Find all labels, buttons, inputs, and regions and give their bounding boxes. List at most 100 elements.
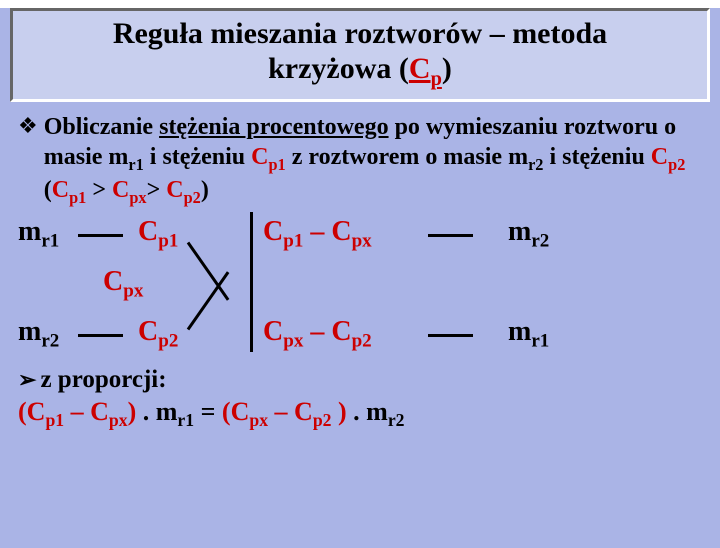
prop-head: z proporcji: bbox=[40, 366, 166, 394]
content: ❖ Obliczanie stężenia procentowego po wy… bbox=[0, 102, 720, 208]
title-line1: Reguła mieszania roztworów – metoda bbox=[113, 17, 607, 50]
cp1: Cp1 bbox=[251, 144, 286, 170]
cab: C bbox=[52, 177, 69, 203]
d1ab: C bbox=[263, 216, 283, 247]
dcpxb: C bbox=[103, 266, 123, 297]
mr2b: m bbox=[18, 316, 41, 347]
bt-sub-r1: r1 bbox=[128, 155, 143, 174]
e2s: px bbox=[109, 410, 128, 430]
cp1s: p1 bbox=[268, 155, 285, 174]
f1s: px bbox=[249, 410, 268, 430]
title-box: Reguła mieszania roztworów – metoda krzy… bbox=[10, 8, 710, 102]
e3: ) bbox=[128, 397, 137, 426]
bt4: i stężeniu bbox=[144, 144, 251, 170]
f2s: p2 bbox=[313, 410, 332, 430]
dash-icon bbox=[428, 334, 473, 337]
dot2: . bbox=[347, 397, 367, 426]
bt8: ) bbox=[201, 177, 209, 203]
d1as: p1 bbox=[283, 231, 303, 252]
f4s: r2 bbox=[388, 410, 405, 430]
cc: Cp2 bbox=[166, 177, 201, 203]
bt5: z roztworem o masie m bbox=[286, 144, 528, 170]
diff-bot: Cpx – Cp2 bbox=[263, 316, 372, 353]
e1s: p1 bbox=[45, 410, 64, 430]
cross-diagram: mr1 mr2 Cp1 Cpx Cp2 Cp1 – Cpx Cpx – Cp2 … bbox=[18, 216, 720, 356]
rmr2s: r2 bbox=[531, 231, 549, 252]
bt6: i stężeniu bbox=[543, 144, 650, 170]
cp1b: C bbox=[251, 144, 268, 170]
slide: Reguła mieszania roztworów – metoda krzy… bbox=[0, 8, 720, 548]
title-cp: Cp bbox=[409, 52, 442, 85]
bt7: ( bbox=[44, 177, 52, 203]
cp2: Cp2 bbox=[651, 144, 686, 170]
d2as: px bbox=[283, 331, 303, 352]
dcpxs: px bbox=[123, 281, 143, 302]
cross-line-icon bbox=[187, 272, 230, 331]
title-line2-pre: krzyżowa ( bbox=[268, 52, 409, 85]
ccs: p2 bbox=[184, 188, 201, 207]
e4s: r1 bbox=[177, 410, 194, 430]
d2bb: C bbox=[331, 316, 351, 347]
f2: – C bbox=[268, 397, 313, 426]
f3: ) bbox=[331, 397, 346, 426]
rmr1s: r1 bbox=[531, 331, 549, 352]
title-cp-sub: p bbox=[431, 68, 442, 90]
equation: (Cp1 – Cpx) . mr1 = (Cpx – Cp2 ) . mr2 bbox=[18, 397, 702, 431]
eq-m2: mr2 bbox=[366, 397, 404, 426]
gt1: > bbox=[86, 177, 112, 203]
cbs: px bbox=[129, 188, 146, 207]
mr1: mr1 bbox=[18, 216, 59, 253]
r-mr2: mr2 bbox=[508, 216, 549, 253]
d1bb: C bbox=[331, 216, 351, 247]
rmr2b: m bbox=[508, 216, 531, 247]
cas: p1 bbox=[69, 188, 86, 207]
rmr1b: m bbox=[508, 316, 531, 347]
dash-icon bbox=[78, 234, 123, 237]
d2ab: C bbox=[263, 316, 283, 347]
bt1: Obliczanie bbox=[44, 114, 159, 140]
proportion-block: ➢ z proporcji: (Cp1 – Cpx) . mr1 = (Cpx … bbox=[0, 360, 720, 431]
bt2: stężenia procentowego bbox=[159, 114, 389, 140]
d-cp1: Cp1 bbox=[138, 216, 178, 253]
ca: Cp1 bbox=[52, 177, 87, 203]
bullet-text: Obliczanie stężenia procentowego po wymi… bbox=[44, 112, 702, 208]
eq-r1: (Cpx – Cp2 ) bbox=[222, 397, 347, 426]
dcp1s: p1 bbox=[158, 231, 178, 252]
title-cp-base: C bbox=[409, 52, 431, 85]
dash-icon bbox=[78, 334, 123, 337]
d1bs: px bbox=[352, 231, 372, 252]
diamond-icon: ❖ bbox=[18, 112, 38, 141]
f4: m bbox=[366, 397, 388, 426]
mr1s: r1 bbox=[41, 231, 59, 252]
cp2s: p2 bbox=[668, 155, 685, 174]
triangle-icon: ➢ bbox=[18, 366, 36, 395]
dot1: . bbox=[136, 397, 156, 426]
gt2: > bbox=[147, 177, 167, 203]
title-line2-post: ) bbox=[442, 52, 452, 85]
mr1b: m bbox=[18, 216, 41, 247]
bt-sub-r2: r2 bbox=[528, 155, 543, 174]
cp2b: C bbox=[651, 144, 668, 170]
diff-top: Cp1 – Cpx bbox=[263, 216, 372, 253]
d-cpx: Cpx bbox=[103, 266, 143, 303]
e2: – C bbox=[64, 397, 109, 426]
dash-icon bbox=[428, 234, 473, 237]
ds2: – bbox=[303, 316, 331, 347]
e4: m bbox=[156, 397, 178, 426]
dcp1b: C bbox=[138, 216, 158, 247]
dcp2s: p2 bbox=[158, 331, 178, 352]
d2bs: p2 bbox=[352, 331, 372, 352]
cb: Cpx bbox=[112, 177, 147, 203]
cross-line-icon bbox=[187, 242, 230, 301]
f1: (C bbox=[222, 397, 249, 426]
dcp2b: C bbox=[138, 316, 158, 347]
mr2: mr2 bbox=[18, 316, 59, 353]
eq-l1: (Cp1 – Cpx) bbox=[18, 397, 136, 426]
ccb: C bbox=[166, 177, 183, 203]
eqs: = bbox=[194, 397, 222, 426]
d-cp2: Cp2 bbox=[138, 316, 178, 353]
prop-head-row: ➢ z proporcji: bbox=[18, 366, 702, 395]
cbb: C bbox=[112, 177, 129, 203]
eq-m1: mr1 bbox=[156, 397, 194, 426]
mr2s: r2 bbox=[41, 331, 59, 352]
